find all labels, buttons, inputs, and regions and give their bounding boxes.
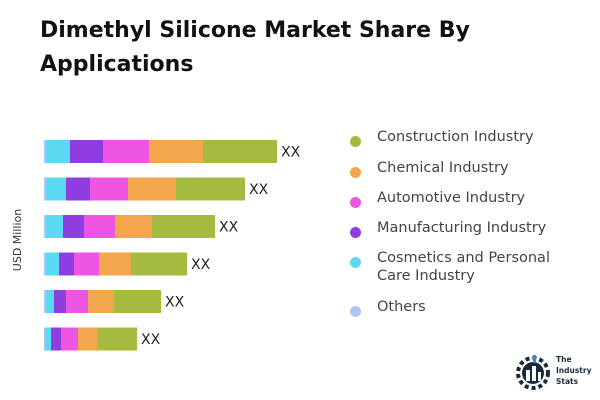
bar-segment-row6-series2 — [45, 327, 51, 351]
bar-segment-row5-series6 — [114, 290, 161, 313]
legend-item-5: Cosmetics and Personal Care Industry — [350, 249, 572, 285]
bar-value-label-5: XX — [165, 295, 185, 311]
bar-segment-row4-series4 — [74, 252, 99, 276]
bar-segment-row5-series5 — [88, 290, 114, 313]
bar-segment-row1-series6 — [203, 140, 277, 163]
legend-label: Chemical Industry — [377, 160, 509, 176]
bar-segment-row2-series5 — [128, 177, 176, 201]
bar-segment-row6-series4 — [61, 327, 78, 351]
bar-segment-row2-series6 — [176, 177, 245, 201]
bar-segment-row5-series4 — [66, 290, 88, 313]
bar-segment-row6-series5 — [78, 327, 97, 351]
legend-item-2: Chemical Industry — [350, 159, 572, 178]
legend-item-6: Others — [350, 298, 572, 317]
legend-swatch — [350, 306, 361, 317]
bar-segment-row4-series5 — [99, 252, 131, 276]
legend-label: Others — [377, 299, 426, 315]
bar-segment-row3-series3 — [63, 215, 84, 238]
bar-segment-row4-series6 — [131, 252, 187, 276]
legend-swatch — [350, 197, 361, 208]
bar-segment-row3-series4 — [84, 215, 115, 238]
bar-segment-row1-series5 — [149, 140, 203, 163]
bar-value-label-2: XX — [249, 182, 269, 198]
bar-segment-row6-series3 — [51, 327, 61, 351]
legend-label: Manufacturing Industry — [377, 220, 547, 236]
bar-segment-row3-series6 — [152, 215, 215, 238]
logo-line-1: The — [556, 355, 572, 364]
bar-segment-row5-series3 — [54, 290, 66, 313]
bar-value-label-1: XX — [281, 145, 301, 161]
y-axis-label: USD Million — [11, 209, 24, 271]
bar-segment-row6-series6 — [97, 327, 137, 351]
bar-segment-row2-series1 — [44, 177, 46, 201]
logo-line-3: Stats — [556, 377, 579, 386]
legend-item-1: Construction Industry — [350, 128, 572, 147]
bar-segment-row4-series1 — [44, 252, 46, 276]
bar-segment-row5-series1 — [44, 290, 46, 313]
bar-segment-row1-series3 — [70, 140, 103, 163]
bar-segment-row1-series4 — [103, 140, 149, 163]
legend-label: Cosmetics and Personal Care Industry — [377, 250, 550, 284]
bar-segment-row2-series4 — [90, 177, 128, 201]
legend-swatch — [350, 257, 361, 268]
gear-factory-icon — [516, 355, 550, 390]
legend-label: Construction Industry — [377, 129, 534, 145]
bar-segment-row2-series2 — [46, 177, 66, 201]
bar-segment-row2-series3 — [66, 177, 90, 201]
legend-swatch — [350, 227, 361, 238]
logo-line-2: Industry — [556, 366, 592, 375]
logo: The Industry Stats — [513, 352, 593, 392]
chart-title: Dimethyl Silicone Market Share By Applic… — [40, 18, 470, 77]
bar-segment-row3-series1 — [44, 215, 46, 238]
bar-segment-row3-series5 — [115, 215, 152, 238]
bars-layer: XX XX XX XX XX XX — [44, 140, 301, 351]
bar-segment-row1-series2 — [46, 140, 70, 163]
legend-swatch — [350, 136, 361, 147]
bar-segment-row6-series1 — [44, 327, 45, 351]
legend-label: Automotive Industry — [377, 190, 526, 206]
bar-segment-row4-series3 — [59, 252, 74, 276]
legend-item-4: Manufacturing Industry — [350, 219, 572, 238]
bar-value-label-4: XX — [191, 257, 211, 273]
legend-swatch — [350, 167, 361, 178]
legend-item-3: Automotive Industry — [350, 189, 572, 208]
bar-segment-row3-series2 — [46, 215, 63, 238]
bar-value-label-3: XX — [219, 220, 239, 236]
bar-segment-row5-series2 — [46, 290, 54, 313]
bar-segment-row4-series2 — [46, 252, 59, 276]
bar-segment-row1-series1 — [44, 140, 46, 163]
bar-value-label-6: XX — [141, 332, 161, 348]
